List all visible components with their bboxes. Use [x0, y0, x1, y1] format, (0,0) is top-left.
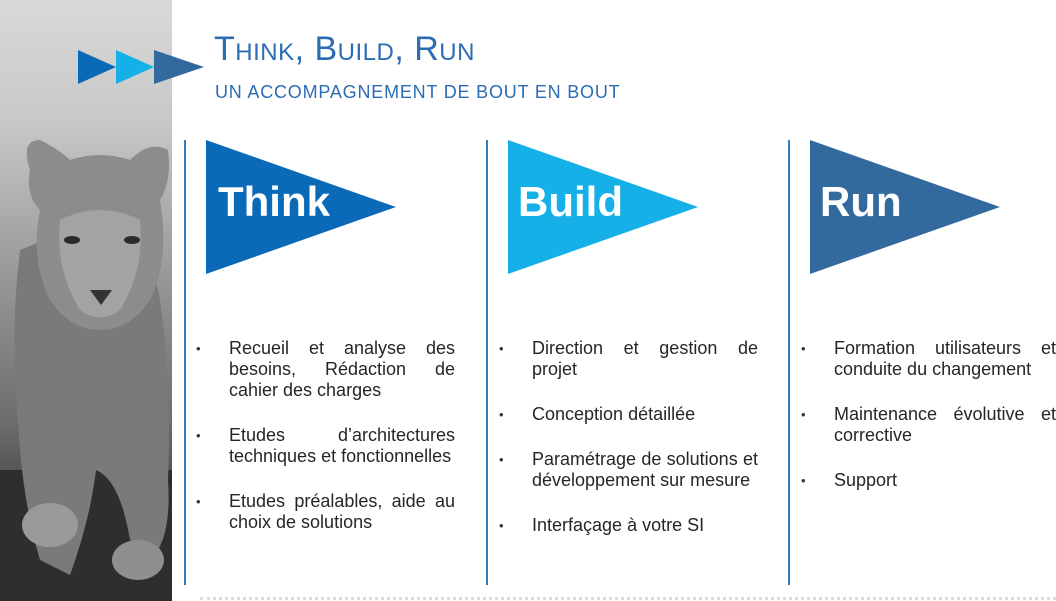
list-item: • Direction et gestion de projet	[499, 338, 758, 379]
list-item: • Paramétrage de solutions et développeme…	[499, 449, 758, 490]
list-item: • Interfaçage à votre SI	[499, 515, 705, 535]
column-divider	[486, 140, 488, 585]
list-item: • Etudes d’architectures techniques et fo…	[196, 425, 455, 466]
bottom-dotted-divider	[200, 597, 1056, 600]
run-list: • Formation utilisateurs et conduite du c…	[801, 338, 1056, 515]
lion-illustration	[0, 140, 172, 601]
list-item: • Maintenance évolutive et corrective	[801, 404, 1056, 445]
page-title: Think, Build, Run	[214, 30, 475, 68]
column-title-think: Think	[218, 178, 330, 225]
column-title-build: Build	[518, 178, 623, 225]
run-flag-icon	[810, 140, 1000, 274]
page-subtitle: UN ACCOMPAGNEMENT DE BOUT EN BOUT	[215, 82, 621, 102]
list-item: • Conception détaillée	[499, 404, 696, 424]
list-item: • Formation utilisateurs et conduite du c…	[801, 338, 1056, 379]
column-run: Run • Formation utilisateurs et conduite …	[788, 140, 1056, 585]
build-list: • Direction et gestion de projet • Concept…	[499, 338, 792, 560]
list-item: • Support	[801, 470, 898, 490]
column-title-run: Run	[820, 178, 902, 225]
column-divider	[184, 140, 186, 585]
column-build: Build • Direction et gestion de projet • C…	[486, 140, 776, 585]
list-item: • Recueil et analyse des besoins, Rédacti…	[196, 338, 455, 400]
column-think: Think • Recueil et analyse des besoins, R…	[184, 140, 474, 585]
column-divider	[788, 140, 790, 585]
list-item: • Etudes préalables, aide au choix de sol…	[196, 491, 455, 532]
header-arrows-icon	[78, 50, 204, 84]
lion-photo	[0, 0, 172, 601]
think-flag-icon	[206, 140, 396, 274]
build-flag-icon	[508, 140, 698, 274]
think-list: • Recueil et analyse des besoins, Rédacti…	[196, 338, 489, 557]
